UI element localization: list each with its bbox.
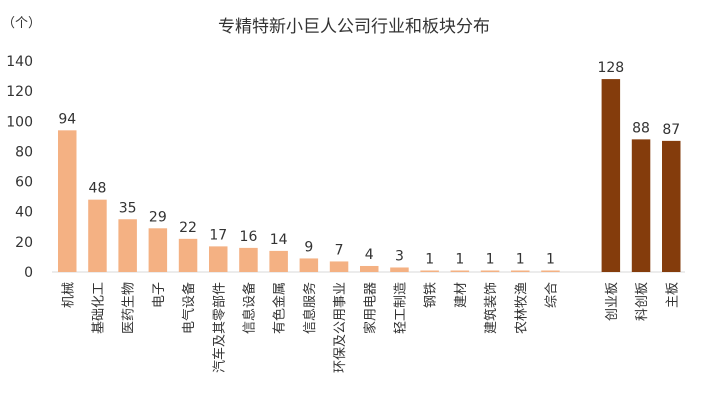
bar-农林牧渔 — [511, 270, 530, 272]
data-label-电气设备: 22 — [179, 220, 197, 236]
bar-主板 — [662, 140, 681, 272]
y-tick-label-80: 80 — [15, 144, 33, 160]
x-tick-label-钢铁: 钢铁 — [424, 282, 439, 308]
x-tick-label-电子: 电子 — [152, 282, 167, 308]
x-tick-label-基础化工: 基础化工 — [91, 282, 106, 334]
x-tick-label-汽车及其零部件: 汽车及其零部件 — [211, 282, 227, 373]
bar-信息服务 — [299, 258, 319, 272]
y-unit-label: （个） — [2, 16, 42, 31]
chart-title: 专精特新小巨人公司行业和板块分布 — [218, 17, 490, 37]
data-label-信息设备: 16 — [240, 229, 258, 245]
data-label-信息服务: 9 — [304, 239, 313, 255]
data-label-电子: 29 — [149, 209, 167, 225]
x-tick-label-机械: 机械 — [61, 282, 76, 308]
data-label-钢铁: 1 — [425, 251, 434, 267]
bar-综合 — [541, 270, 560, 272]
y-tick-label-140: 140 — [6, 54, 33, 70]
data-label-综合: 1 — [546, 251, 555, 267]
data-label-汽车及其零部件: 17 — [209, 227, 227, 243]
bar-建筑装饰 — [480, 270, 500, 272]
data-label-科创板: 88 — [632, 120, 650, 136]
y-tick-label-120: 120 — [6, 84, 33, 100]
x-tick-label-有色金属: 有色金属 — [272, 282, 288, 334]
x-tick-label-环保及公用事业: 环保及公用事业 — [333, 282, 348, 373]
y-tick-label-60: 60 — [15, 175, 33, 191]
x-tick-label-科创板: 科创板 — [635, 282, 650, 321]
bar-汽车及其零部件 — [209, 246, 228, 272]
y-tick-label-20: 20 — [15, 235, 33, 251]
y-tick-label-40: 40 — [15, 205, 33, 221]
bar-机械 — [58, 130, 77, 272]
y-tick-label-0: 0 — [24, 265, 33, 281]
data-label-有色金属: 14 — [270, 232, 288, 248]
data-label-环保及公用事业: 7 — [335, 242, 344, 258]
bar-钢铁 — [420, 270, 439, 272]
bar-家用电器 — [360, 265, 379, 272]
x-tick-label-医药生物: 医药生物 — [122, 282, 137, 334]
x-tick-label-电气设备: 电气设备 — [181, 282, 197, 334]
data-label-机械: 94 — [58, 111, 76, 127]
bar-电气设备 — [178, 238, 198, 272]
data-label-基础化工: 48 — [89, 181, 107, 197]
x-tick-label-信息设备: 信息设备 — [241, 282, 257, 334]
data-label-医药生物: 35 — [119, 200, 137, 216]
data-label-主板: 87 — [662, 122, 680, 138]
data-label-建筑装饰: 1 — [486, 251, 495, 267]
bar-信息设备 — [239, 247, 258, 272]
bar-环保及公用事业 — [329, 261, 349, 272]
x-tick-label-主板: 主板 — [665, 282, 680, 308]
x-tick-label-农林牧渔: 农林牧渔 — [514, 282, 529, 334]
bar-科创板 — [631, 139, 651, 272]
bar-医药生物 — [118, 219, 137, 272]
x-tick-label-建材: 建材 — [454, 282, 469, 308]
x-tick-label-建筑装饰: 建筑装饰 — [483, 282, 499, 334]
data-label-农林牧渔: 1 — [516, 251, 525, 267]
bar-建材 — [450, 270, 470, 272]
x-tick-label-综合: 综合 — [544, 282, 559, 308]
y-tick-label-100: 100 — [6, 114, 33, 130]
x-tick-label-创业板: 创业板 — [605, 282, 620, 321]
bar-有色金属 — [269, 250, 288, 272]
bar-电子 — [148, 228, 168, 272]
bar-轻工制造 — [390, 267, 409, 272]
x-tick-label-家用电器: 家用电器 — [362, 282, 378, 334]
bar-创业板 — [601, 79, 621, 272]
data-label-家用电器: 4 — [365, 247, 374, 263]
data-label-创业板: 128 — [597, 60, 624, 76]
bar-基础化工 — [88, 199, 107, 272]
data-label-轻工制造: 3 — [395, 248, 404, 264]
x-tick-label-轻工制造: 轻工制造 — [393, 282, 408, 334]
x-tick-label-信息服务: 信息服务 — [302, 282, 318, 334]
data-label-建材: 1 — [455, 251, 464, 267]
